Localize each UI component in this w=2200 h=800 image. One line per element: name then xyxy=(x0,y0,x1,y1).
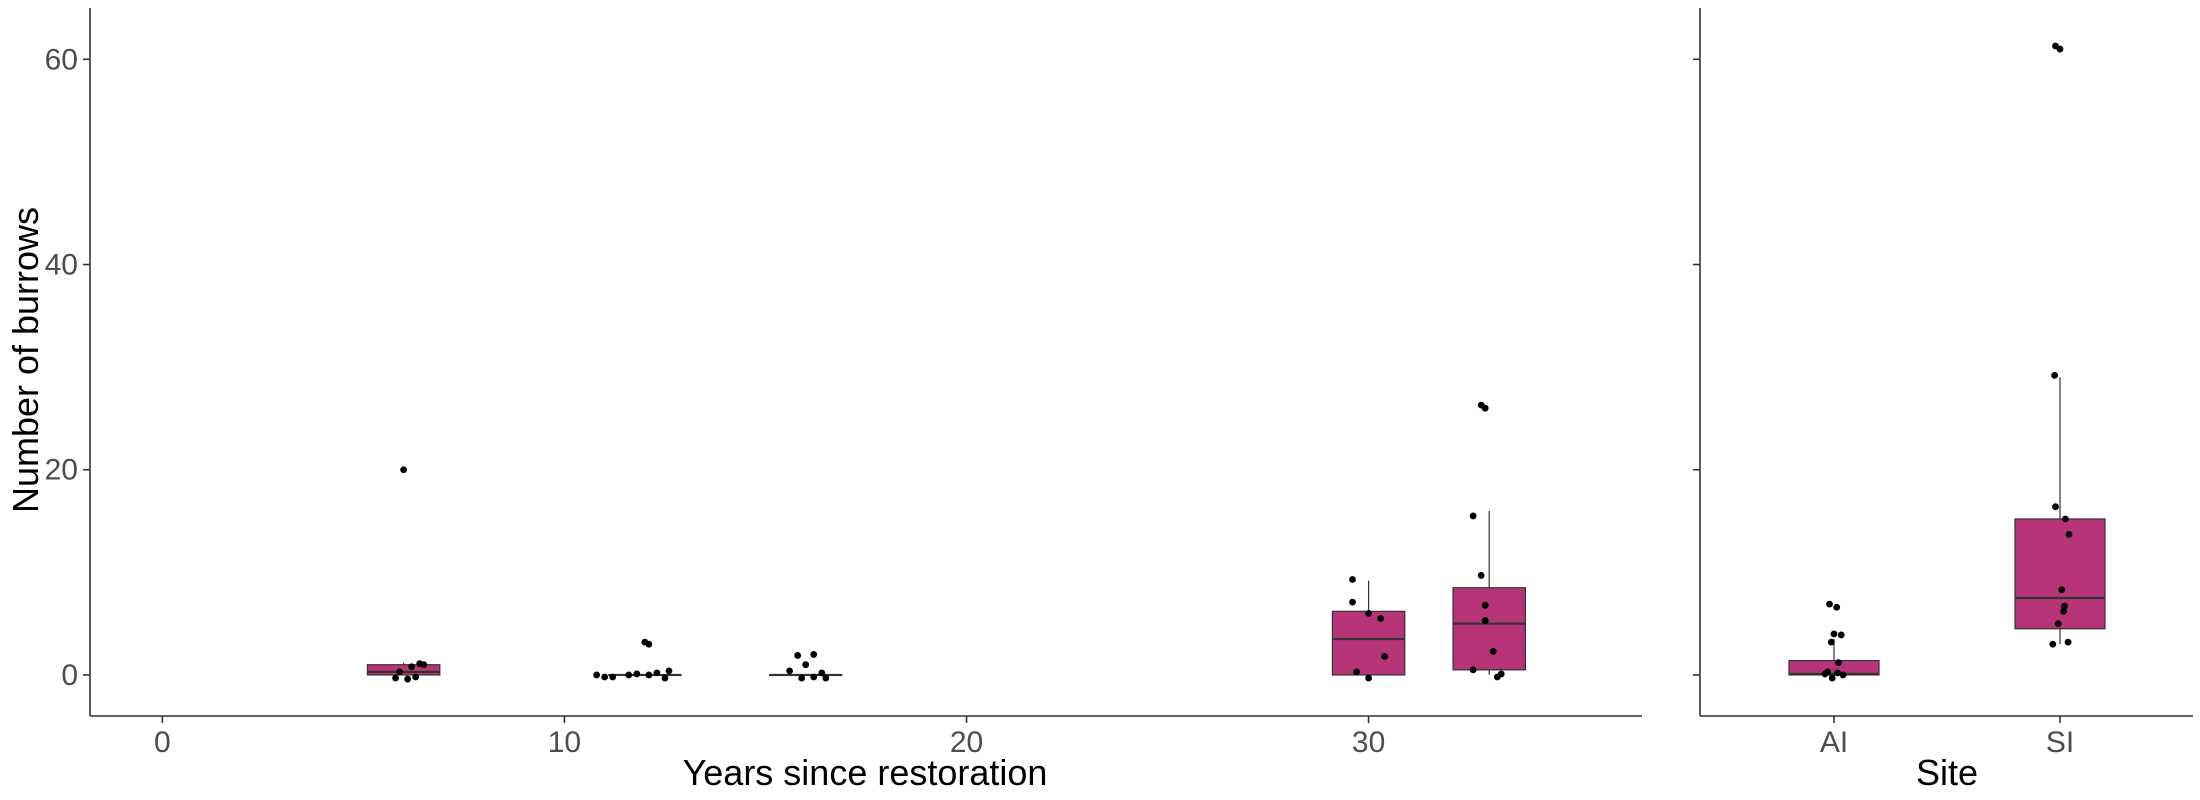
data-point xyxy=(2052,503,2059,511)
data-point xyxy=(1839,671,1847,679)
data-point xyxy=(1469,666,1477,674)
x-axis-title-site: Site xyxy=(1916,752,1978,793)
data-point xyxy=(404,675,412,683)
data-point xyxy=(1489,647,1497,655)
data-point xyxy=(420,661,428,669)
data-point xyxy=(2056,45,2064,53)
data-point xyxy=(1821,670,1829,678)
data-point xyxy=(798,674,806,682)
data-point xyxy=(2064,638,2072,646)
data-point xyxy=(1835,659,1842,667)
box xyxy=(1331,610,1406,676)
y-tick-label: 20 xyxy=(45,454,78,487)
data-point xyxy=(412,673,420,681)
data-point xyxy=(645,640,653,648)
data-point xyxy=(1477,572,1485,579)
data-point xyxy=(1349,576,1356,583)
data-point xyxy=(625,671,633,679)
data-point xyxy=(396,668,403,676)
box-group xyxy=(1452,401,1526,681)
data-point xyxy=(1469,512,1477,520)
x-tick-label: SI xyxy=(2046,726,2074,759)
x-tick-label: 30 xyxy=(1352,726,1385,759)
data-point xyxy=(609,673,617,681)
data-point xyxy=(633,670,641,678)
data-point xyxy=(1377,615,1385,622)
data-point xyxy=(1837,631,1845,639)
data-point xyxy=(392,674,399,682)
data-point xyxy=(810,673,818,681)
data-point xyxy=(2060,607,2068,615)
data-point xyxy=(810,651,818,658)
box-group xyxy=(593,638,682,682)
data-point xyxy=(1497,670,1505,678)
box xyxy=(2014,518,2106,630)
y-axis-title: Number of burrows xyxy=(5,207,46,513)
y-tick-label: 40 xyxy=(45,249,78,282)
data-point xyxy=(1828,674,1836,682)
data-point xyxy=(601,673,609,681)
data-point xyxy=(2051,371,2059,379)
data-point xyxy=(2065,530,2073,538)
x-tick-label: 10 xyxy=(548,726,581,759)
data-point xyxy=(1830,630,1838,638)
data-point xyxy=(2058,586,2066,594)
data-point xyxy=(400,466,408,474)
data-point xyxy=(665,667,673,675)
data-point xyxy=(653,669,661,677)
box xyxy=(1452,587,1526,671)
x-tick-label: AI xyxy=(1820,726,1848,759)
box xyxy=(366,664,441,676)
data-point xyxy=(1365,609,1372,617)
data-point xyxy=(408,663,416,671)
panel-site: AI SI xyxy=(1693,8,2193,759)
y-tick-label: 60 xyxy=(45,43,78,76)
y-tick-label: 0 xyxy=(61,659,78,692)
data-point xyxy=(1365,674,1372,682)
x-tick-label: 20 xyxy=(950,726,983,759)
data-point xyxy=(2062,515,2069,523)
data-point xyxy=(1349,598,1356,606)
data-point xyxy=(661,674,669,682)
data-point xyxy=(1381,653,1389,660)
panel-years-since-restoration: 0 20 40 60 0 10 20 30 xyxy=(45,8,1642,759)
box-group xyxy=(1788,600,1880,682)
box-group xyxy=(1331,576,1406,682)
data-point xyxy=(818,669,826,677)
box-group xyxy=(768,651,843,682)
data-point xyxy=(1353,668,1360,676)
data-point xyxy=(593,671,601,679)
data-point xyxy=(1481,404,1489,412)
data-point xyxy=(2049,640,2057,648)
x-tick-label: 0 xyxy=(154,726,171,759)
box xyxy=(1788,659,1880,676)
data-point xyxy=(802,661,810,669)
data-point xyxy=(1481,601,1489,609)
data-point xyxy=(2061,602,2068,610)
data-point xyxy=(794,652,802,659)
data-point xyxy=(1827,638,1835,646)
data-point xyxy=(1826,600,1833,608)
box-group xyxy=(2014,42,2106,648)
data-point xyxy=(1481,617,1489,624)
box-group xyxy=(366,466,441,683)
data-point xyxy=(1834,669,1841,677)
data-point xyxy=(645,671,653,679)
data-point xyxy=(786,667,794,675)
data-point xyxy=(822,674,830,682)
data-point xyxy=(1833,603,1841,611)
data-point xyxy=(2054,620,2062,628)
x-axis-title-years: Years since restoration xyxy=(683,752,1048,793)
